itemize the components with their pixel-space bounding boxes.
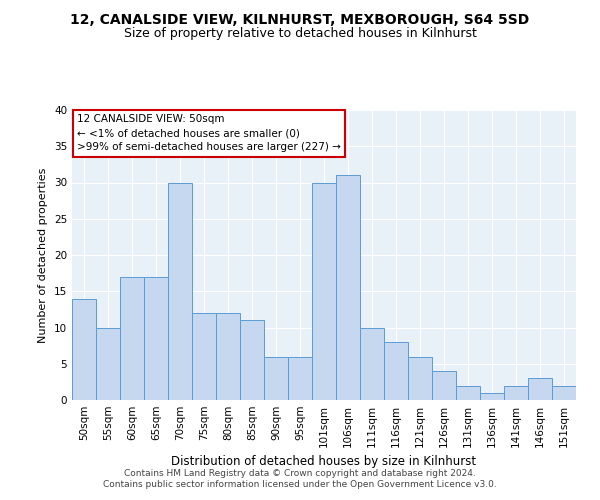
Text: Contains public sector information licensed under the Open Government Licence v3: Contains public sector information licen… xyxy=(103,480,497,489)
Bar xyxy=(120,277,144,400)
Bar xyxy=(360,328,384,400)
Bar xyxy=(264,356,288,400)
Bar xyxy=(504,386,528,400)
Text: 12 CANALSIDE VIEW: 50sqm
← <1% of detached houses are smaller (0)
>99% of semi-d: 12 CANALSIDE VIEW: 50sqm ← <1% of detach… xyxy=(77,114,341,152)
Text: Size of property relative to detached houses in Kilnhurst: Size of property relative to detached ho… xyxy=(124,28,476,40)
Bar xyxy=(96,328,120,400)
Bar xyxy=(456,386,480,400)
Bar xyxy=(480,393,504,400)
Bar xyxy=(240,320,264,400)
Y-axis label: Number of detached properties: Number of detached properties xyxy=(38,168,49,342)
Text: Contains HM Land Registry data © Crown copyright and database right 2024.: Contains HM Land Registry data © Crown c… xyxy=(124,468,476,477)
Bar xyxy=(72,298,96,400)
Bar xyxy=(552,386,576,400)
X-axis label: Distribution of detached houses by size in Kilnhurst: Distribution of detached houses by size … xyxy=(172,456,476,468)
Bar xyxy=(384,342,408,400)
Bar xyxy=(168,182,192,400)
Bar xyxy=(288,356,312,400)
Bar xyxy=(432,371,456,400)
Bar xyxy=(192,313,216,400)
Bar xyxy=(408,356,432,400)
Text: 12, CANALSIDE VIEW, KILNHURST, MEXBOROUGH, S64 5SD: 12, CANALSIDE VIEW, KILNHURST, MEXBOROUG… xyxy=(70,12,530,26)
Bar xyxy=(528,378,552,400)
Bar xyxy=(312,182,336,400)
Bar xyxy=(336,176,360,400)
Bar xyxy=(216,313,240,400)
Bar xyxy=(144,277,168,400)
